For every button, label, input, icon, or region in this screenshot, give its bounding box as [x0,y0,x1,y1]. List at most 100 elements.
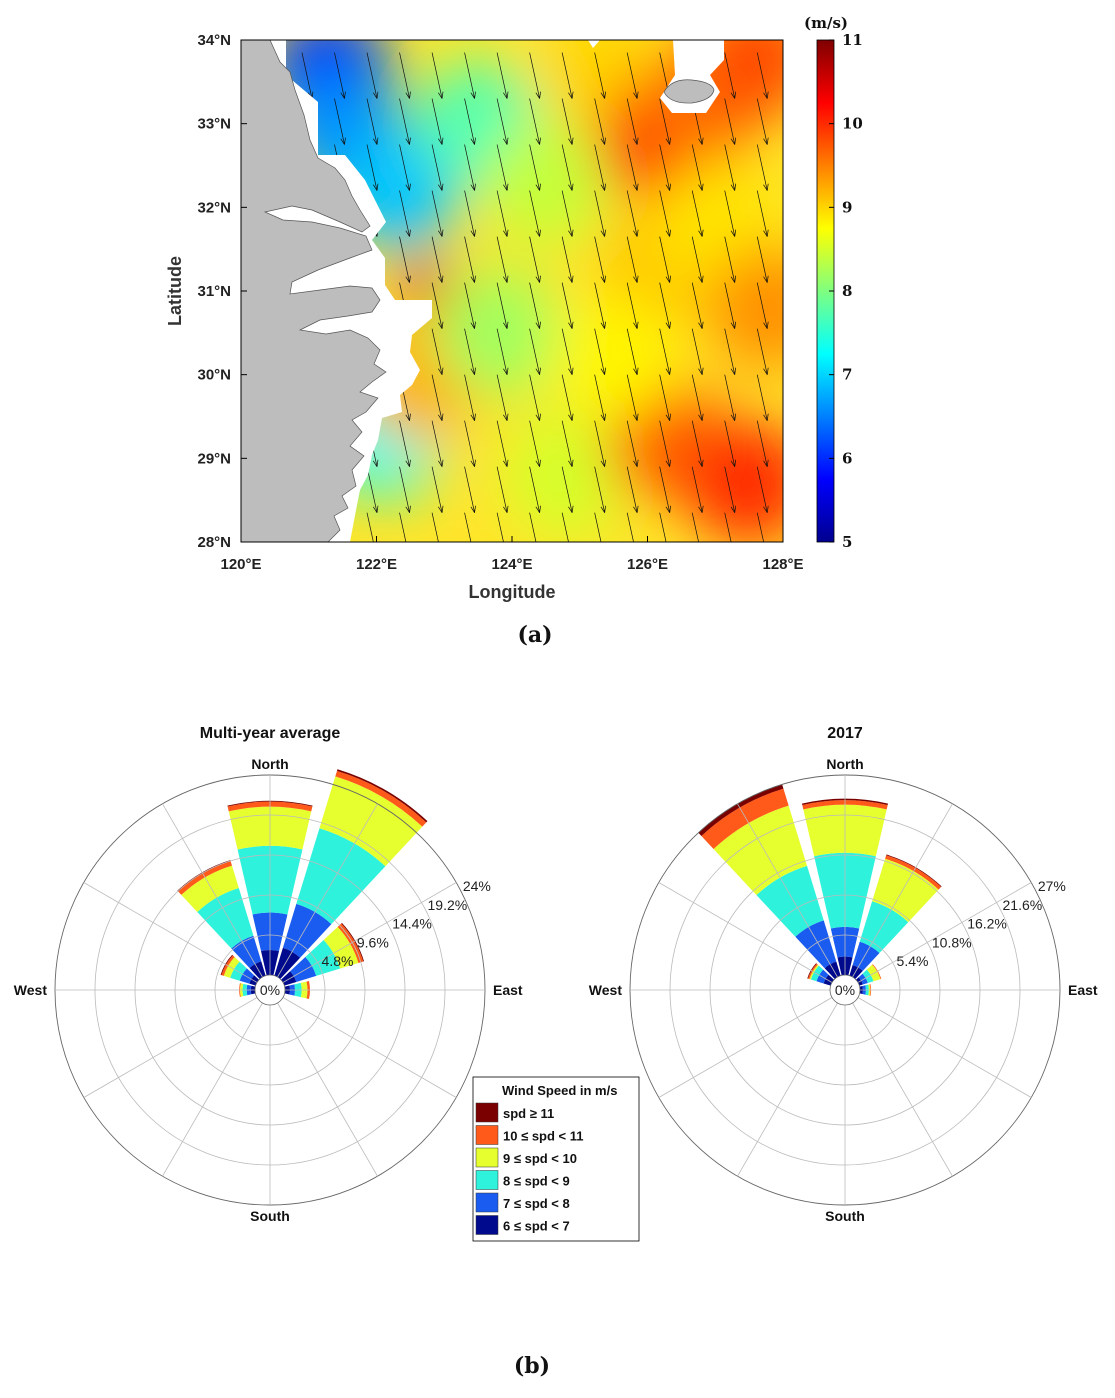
wind-arrow-96 [496,328,509,375]
wind-arrow-10 [626,52,639,99]
wind-arrow-103 [724,328,737,375]
y-tick-label-6: 28°N [197,534,231,551]
wind-arrow-22 [529,98,541,145]
wind-arrow-160 [626,512,634,542]
rose2-label-west: West [589,982,623,998]
wind-arrow-9 [594,52,606,99]
wind-arrow-63 [399,236,411,283]
wind-arrow-157 [529,512,537,542]
legend-swatch-5 [475,1215,499,1235]
wind-arrow-110 [464,374,476,421]
wind-rose-multi-year: Multi-year average 0% 4.8%9.6%14.4% 19.2% 2… [14,725,523,1224]
mainland-coast [241,40,387,542]
wind-arrow-88 [724,282,737,329]
wind-arrow-87 [691,282,704,329]
rose1-petal-300-bin-1 [239,968,255,984]
rose1-spoke-330 [162,803,263,978]
legend-label-2: 9 ≤ spd < 10 [503,1151,577,1166]
wind-arrow-69 [594,236,606,283]
rose1-petal-330-bin-0 [249,961,266,980]
rose1-ring-label-2: 9.6% [357,934,389,950]
map-y-ticks: 34°N 33°N 32°N 31°N 30°N 29°N 28°N [197,32,247,551]
wind-arrow-67 [529,236,541,283]
y-tick-label-5: 29°N [197,450,231,467]
rose1-petal-330-bin-4 [177,860,232,895]
rose2-petal-330-bin-4 [701,788,789,850]
wind-arrow-139 [431,466,444,513]
rose1-petal-330-bin-2 [197,887,254,949]
rose1-spoke-240 [83,997,258,1098]
wind-arrow-161 [659,512,667,542]
wind-arrow-14 [756,52,769,99]
wind-arrow-5 [464,52,476,99]
wind-arrow-159 [594,512,602,542]
rose1-label-east: East [493,982,523,998]
wind-arrow-71 [659,236,671,283]
rose2-label-south: South [825,1208,865,1224]
speed-center-9 [504,413,629,538]
wind-arrow-79 [431,282,444,329]
rose1-center [254,974,286,1006]
rose1-petal-30-bin-4 [335,770,427,827]
rose2-petal-30-bin-1 [852,941,880,971]
rose1-petal-330-bin-1 [231,935,262,969]
wind-arrow-101 [659,328,671,375]
rose2-ring-label-4: 21.6% [1003,897,1043,913]
wind-arrow-153 [399,512,407,542]
legend-label-4: 7 ≤ spd < 8 [503,1196,570,1211]
rose2-spoke-30 [852,803,953,978]
legend-swatch-2 [475,1147,499,1168]
speed-center-18 [551,295,676,420]
wind-arrow-129 [594,420,606,467]
wind-arrow-156 [496,512,504,542]
wind-arrow-24 [594,98,606,145]
rose2-petal-330-bin-1 [795,920,837,969]
rose1-spoke-150 [277,1002,378,1177]
wind-arrow-20 [464,98,476,145]
wind-arrow-132 [691,420,704,467]
legend-label-0: spd ≥ 11 [503,1106,554,1121]
wind-speed-legend: Wind Speed in m/s spd ≥ 11 10 ≤ spd < 11 9… [472,1076,640,1242]
y-tick-label-1: 33°N [197,116,231,133]
map-x-ticks: 120°E 122°E 124°E 126°E 128°E [220,536,804,573]
wind-arrow-119 [756,374,769,421]
wind-arrow-26 [659,98,671,145]
wind-arrow-36 [496,144,509,191]
wind-arrow-29 [756,98,769,145]
no-data-mask-top [588,40,600,48]
wind-arrow-154 [431,512,439,542]
wind-arrow-147 [691,466,704,513]
rose1-petal-300-bin-2 [230,961,247,981]
cb-tick-label-4: 7 [842,366,852,384]
wind-arrow-57 [691,190,704,237]
rose2-spoke-240 [658,997,833,1098]
rose1-petal-30-bin-3 [319,776,423,867]
wind-arrow-114 [594,374,606,421]
wind-arrow-16 [334,98,346,145]
wind-arrow-21 [496,98,509,145]
rose2-petal-300-bin-3 [809,964,819,980]
rose1-ring-label-4: 19.2% [428,897,468,913]
rose1-petal-0-bin-5 [227,800,313,807]
rose1-spoke-120 [282,997,457,1098]
rose2-ring-label-3: 16.2% [967,916,1007,932]
rose2-ring-label-5: 27% [1038,878,1066,894]
wind-arrow-127 [529,420,541,467]
x-tick-label-1: 122°E [356,556,397,573]
rose1-petal-330-bin-3 [181,865,239,912]
rose1-ring-labels: 0% 4.8%9.6%14.4% 19.2% 24% [260,878,491,998]
y-tick-label-0: 34°N [197,32,231,49]
wind-arrow-2 [366,52,379,99]
wind-arrow-140 [464,466,476,513]
wind-arrow-162 [691,512,699,542]
speed-center-19 [707,245,783,370]
wind-arrow-74 [756,236,769,283]
wind-arrow-68 [561,236,574,283]
wind-arrow-155 [464,512,472,542]
speed-center-17 [687,421,783,542]
wind-arrow-85 [626,282,639,329]
wind-arrow-3 [399,52,411,99]
rose1-petal-60-bin-3 [323,926,359,969]
rose1-grid [54,774,486,1206]
wind-arrow-97 [529,328,541,375]
